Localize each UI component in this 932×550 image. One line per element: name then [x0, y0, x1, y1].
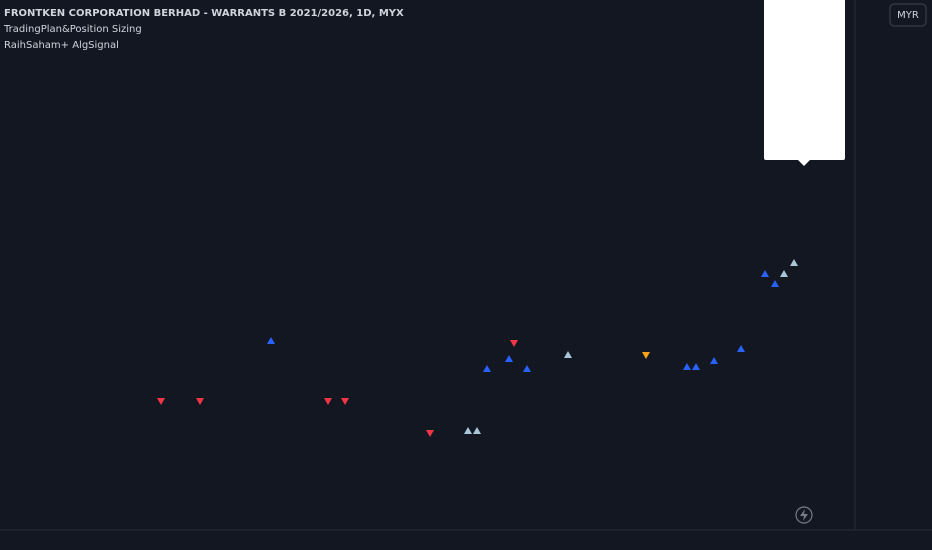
currency-button[interactable]: [889, 3, 927, 27]
signal-down: [341, 398, 349, 405]
signal-down: [157, 398, 165, 405]
signal-up: [790, 259, 798, 266]
signal-down: [510, 340, 518, 347]
signal-up: [473, 427, 481, 434]
signal-down: [426, 430, 434, 437]
info-box-bg: [764, 0, 845, 160]
signal-up: [464, 427, 472, 434]
signal-up: [710, 357, 718, 364]
replay-icon[interactable]: [795, 506, 813, 524]
signals: [157, 259, 798, 437]
signal-up: [505, 355, 513, 362]
info-box-pointer: [798, 160, 810, 166]
signal-up: [737, 345, 745, 352]
signal-up: [692, 363, 700, 370]
signal-up: [267, 337, 275, 344]
chart-title: FRONTKEN CORPORATION BERHAD - WARRANTS B…: [4, 8, 404, 19]
signal-up: [683, 363, 691, 370]
signal-down: [642, 352, 650, 359]
currency[interactable]: MYR: [897, 10, 919, 21]
signal-down: [324, 398, 332, 405]
info-box: [764, 0, 845, 166]
signal-up: [523, 365, 531, 372]
indicator-name[interactable]: RaihSaham+ AlgSignal: [4, 40, 119, 51]
signal-up: [761, 270, 769, 277]
icon-circle[interactable]: [795, 506, 813, 524]
signal-down: [196, 398, 204, 405]
signal-up: [483, 365, 491, 372]
price-axis: [855, 0, 932, 550]
icon-bolt[interactable]: [800, 509, 808, 521]
signal-up: [780, 270, 788, 277]
signal-up: [771, 280, 779, 287]
signal-up: [564, 351, 572, 358]
indicator-name[interactable]: TradingPlan&Position Sizing: [3, 24, 142, 35]
